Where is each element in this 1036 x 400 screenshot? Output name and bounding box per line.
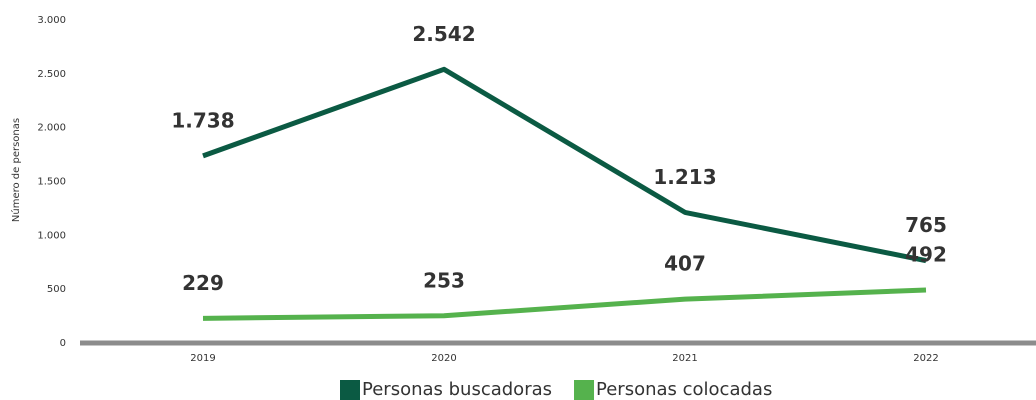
y-tick-label: 1.500	[37, 177, 66, 188]
data-label: 492	[905, 243, 947, 267]
y-axis-label: Número de personas	[10, 118, 22, 222]
legend-label: Personas buscadoras	[362, 379, 552, 400]
y-tick-label: 500	[47, 284, 66, 295]
legend-swatch	[574, 380, 595, 400]
legend-swatch	[340, 380, 360, 400]
y-tick-label: 2.500	[37, 69, 66, 80]
x-tick-label: 2021	[672, 353, 697, 364]
y-tick-label: 0	[60, 338, 66, 349]
data-label: 765	[905, 213, 947, 237]
x-tick-label: 2019	[190, 353, 215, 364]
data-label: 2.542	[412, 22, 475, 46]
line	[202, 287, 927, 321]
data-label: 253	[423, 268, 465, 292]
legend-label: Personas colocadas	[596, 379, 772, 400]
data-label: 229	[182, 271, 224, 295]
data-label: 407	[664, 252, 706, 276]
data-label: 1.738	[171, 108, 234, 132]
x-tick-label: 2020	[431, 353, 456, 364]
data-label: 1.213	[653, 165, 716, 189]
y-tick-label: 1.000	[37, 230, 66, 241]
y-tick-label: 3.000	[37, 15, 66, 26]
line	[202, 66, 927, 264]
x-tick-label: 2022	[913, 353, 938, 364]
y-tick-label: 2.000	[37, 123, 66, 134]
